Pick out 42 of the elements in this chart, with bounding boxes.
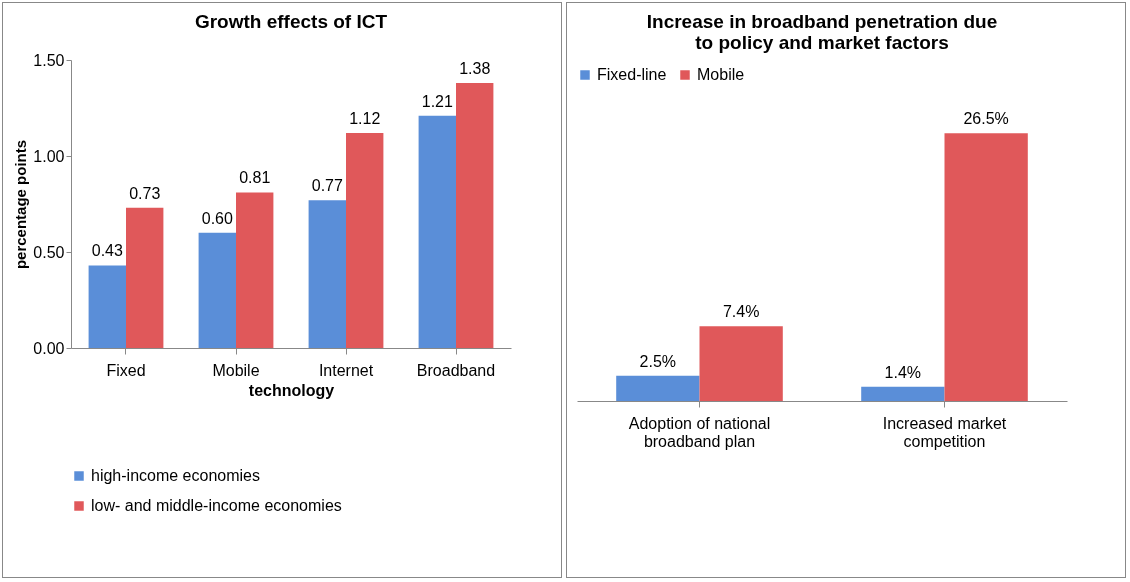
data-label: 0.77: [311, 177, 343, 195]
data-label: 1.12: [349, 109, 381, 127]
bar: [88, 265, 126, 348]
legend-label: Fixed-line: [597, 66, 667, 83]
y-tick-label: 0.00: [33, 339, 65, 357]
data-label: 1.21: [421, 92, 453, 110]
y-tick-label: 1.50: [33, 51, 65, 69]
x-tick-label: Mobile: [212, 361, 260, 379]
x-axis-title: technology: [248, 381, 335, 399]
x-tick-label: Increased market competition: [882, 414, 1007, 450]
data-label: 26.5%: [963, 110, 1009, 128]
legend-label: low- and middle-income economies: [91, 497, 342, 514]
data-label: 0.43: [91, 242, 123, 260]
bar: [198, 232, 236, 348]
bar: [346, 132, 384, 348]
bar: [126, 207, 164, 348]
bar: [944, 133, 1028, 401]
x-tick-label: Broadband: [416, 361, 496, 379]
x-tick-label: Adoption of national broadband plan: [628, 414, 771, 450]
chart-title: Growth effects of ICT: [194, 11, 388, 32]
bar: [616, 375, 700, 401]
bar: [861, 386, 945, 401]
bar: [236, 192, 274, 348]
bar: [418, 115, 456, 348]
legend-label: Mobile: [697, 66, 745, 83]
x-tick-label: Internet: [318, 361, 374, 379]
legend-label: high-income economies: [91, 467, 260, 484]
data-label: 1.38: [459, 60, 491, 78]
data-label: 7.4%: [722, 303, 760, 321]
data-label: 0.73: [129, 184, 161, 202]
data-label: 2.5%: [639, 352, 677, 370]
x-tick-label: Fixed: [106, 361, 146, 379]
y-tick-label: 0.50: [33, 243, 65, 261]
y-tick-label: 1.00: [33, 147, 65, 165]
bar: [699, 326, 783, 401]
chart-title: Increase in broadband penetration due to policy and market factors: [646, 11, 998, 53]
y-axis-title: percentage points: [12, 139, 30, 270]
bar: [456, 83, 494, 348]
data-label: 0.81: [239, 169, 271, 187]
data-label: 1.4%: [884, 363, 922, 381]
data-label: 0.60: [201, 209, 233, 227]
bar: [308, 200, 346, 348]
